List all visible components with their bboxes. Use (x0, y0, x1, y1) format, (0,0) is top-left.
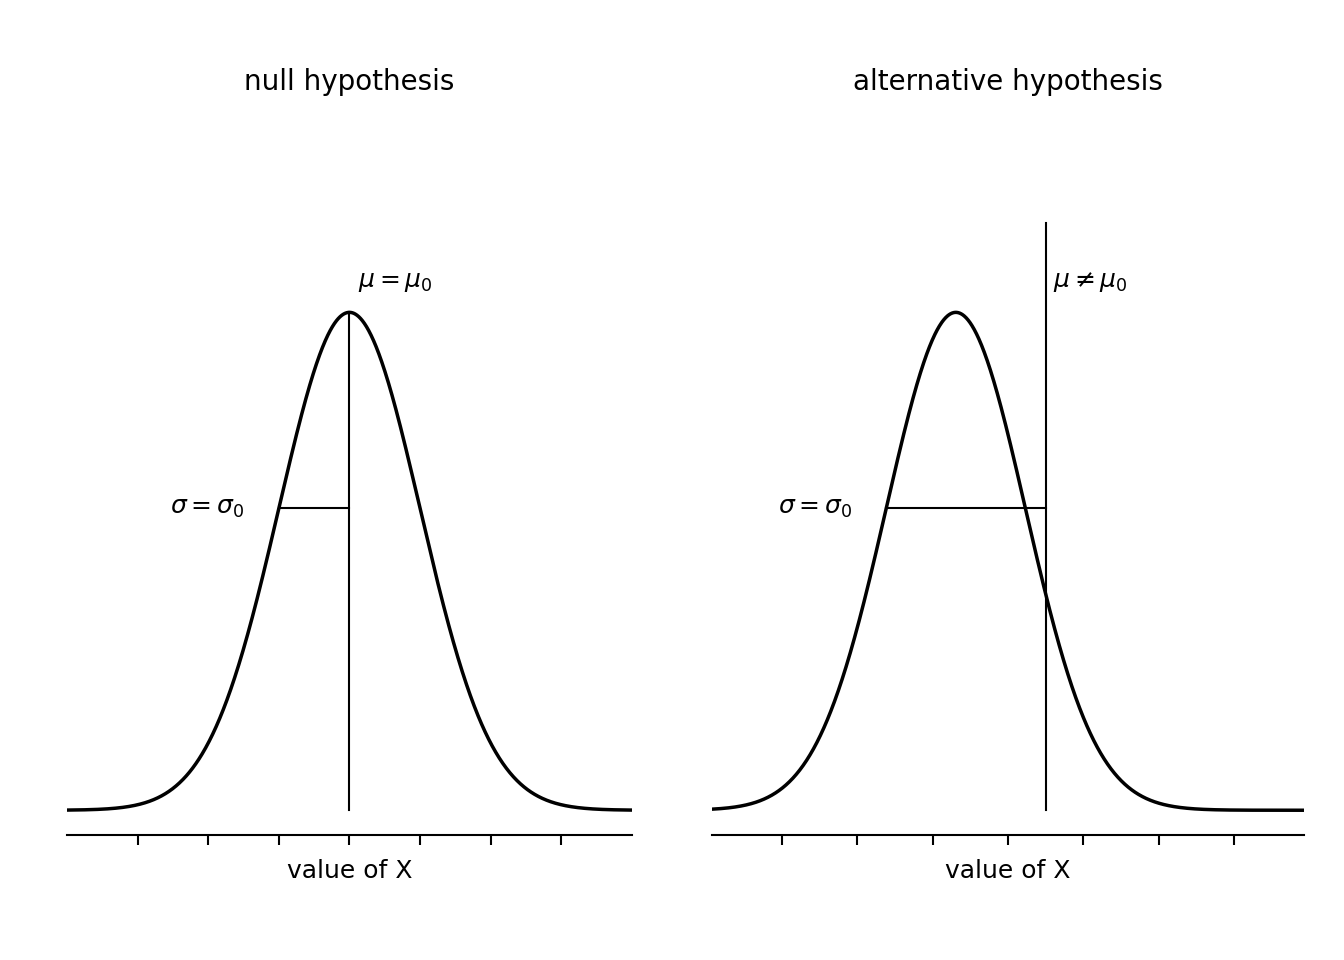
Text: $\mu = \mu_0$: $\mu = \mu_0$ (358, 270, 433, 294)
Text: $\mu \neq \mu_0$: $\mu \neq \mu_0$ (1054, 270, 1128, 294)
Text: alternative hypothesis: alternative hypothesis (853, 68, 1163, 96)
Text: null hypothesis: null hypothesis (245, 68, 454, 96)
X-axis label: value of X: value of X (286, 859, 413, 883)
Text: $\sigma = \sigma_0$: $\sigma = \sigma_0$ (169, 496, 243, 520)
X-axis label: value of X: value of X (945, 859, 1071, 883)
Text: $\sigma = \sigma_0$: $\sigma = \sigma_0$ (778, 496, 852, 520)
